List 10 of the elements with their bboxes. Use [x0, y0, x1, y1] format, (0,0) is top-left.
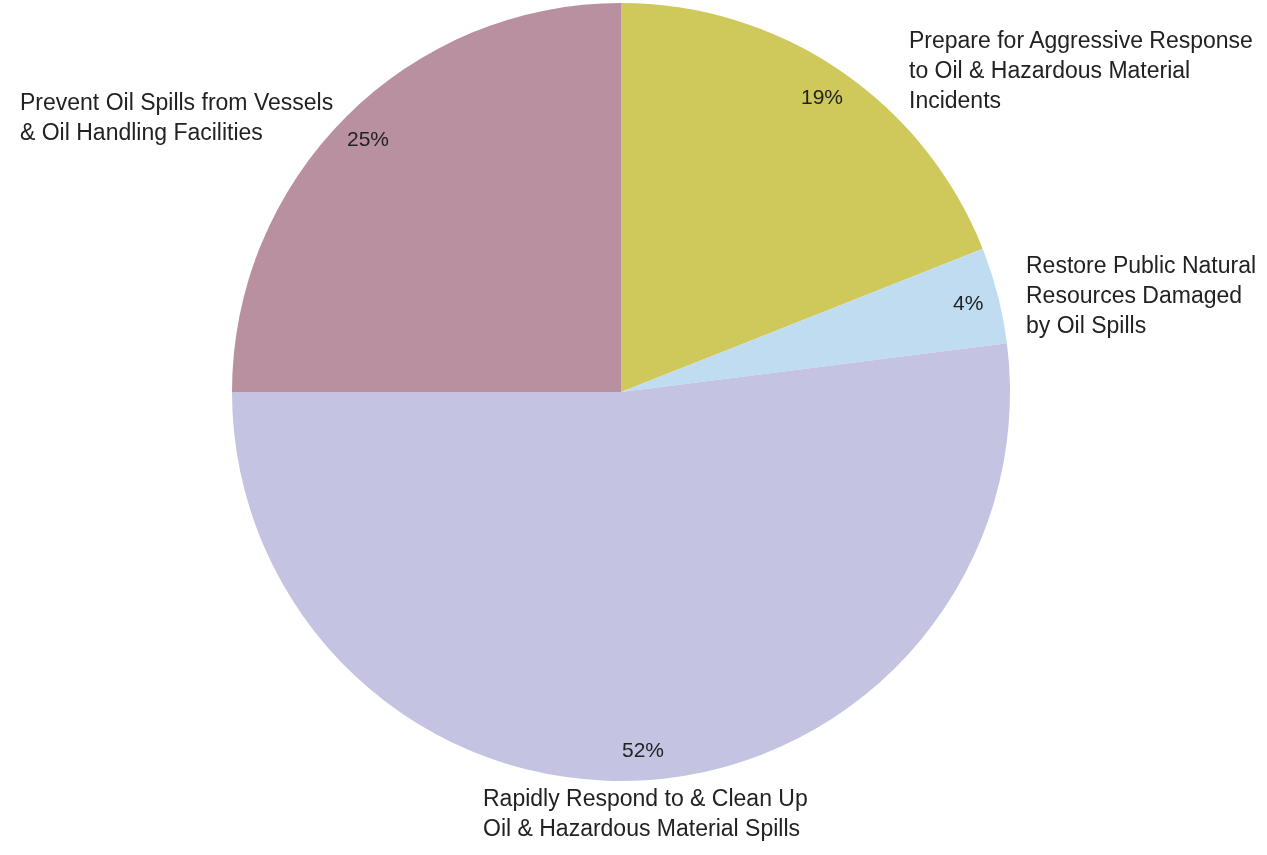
slice-label: Restore Public Natural Resources Damaged by Oil Spills: [1026, 252, 1257, 338]
pie-slice: [232, 343, 1010, 781]
data-label: 4%: [953, 291, 984, 314]
slice-label: Rapidly Respond to & Clean Up Oil & Hazardous Material Spills: [483, 785, 808, 841]
pie-slice: [621, 248, 1007, 392]
data-label: 19%: [801, 85, 844, 108]
data-label: 25%: [347, 127, 390, 150]
slice-label: Prepare for Aggressive Response to Oil & Hazardous Material Incidents: [909, 27, 1253, 113]
slice-label: Prevent Oil Spills from Vessels & Oil Handling Facilities: [20, 89, 334, 145]
data-label: 52%: [622, 738, 665, 761]
